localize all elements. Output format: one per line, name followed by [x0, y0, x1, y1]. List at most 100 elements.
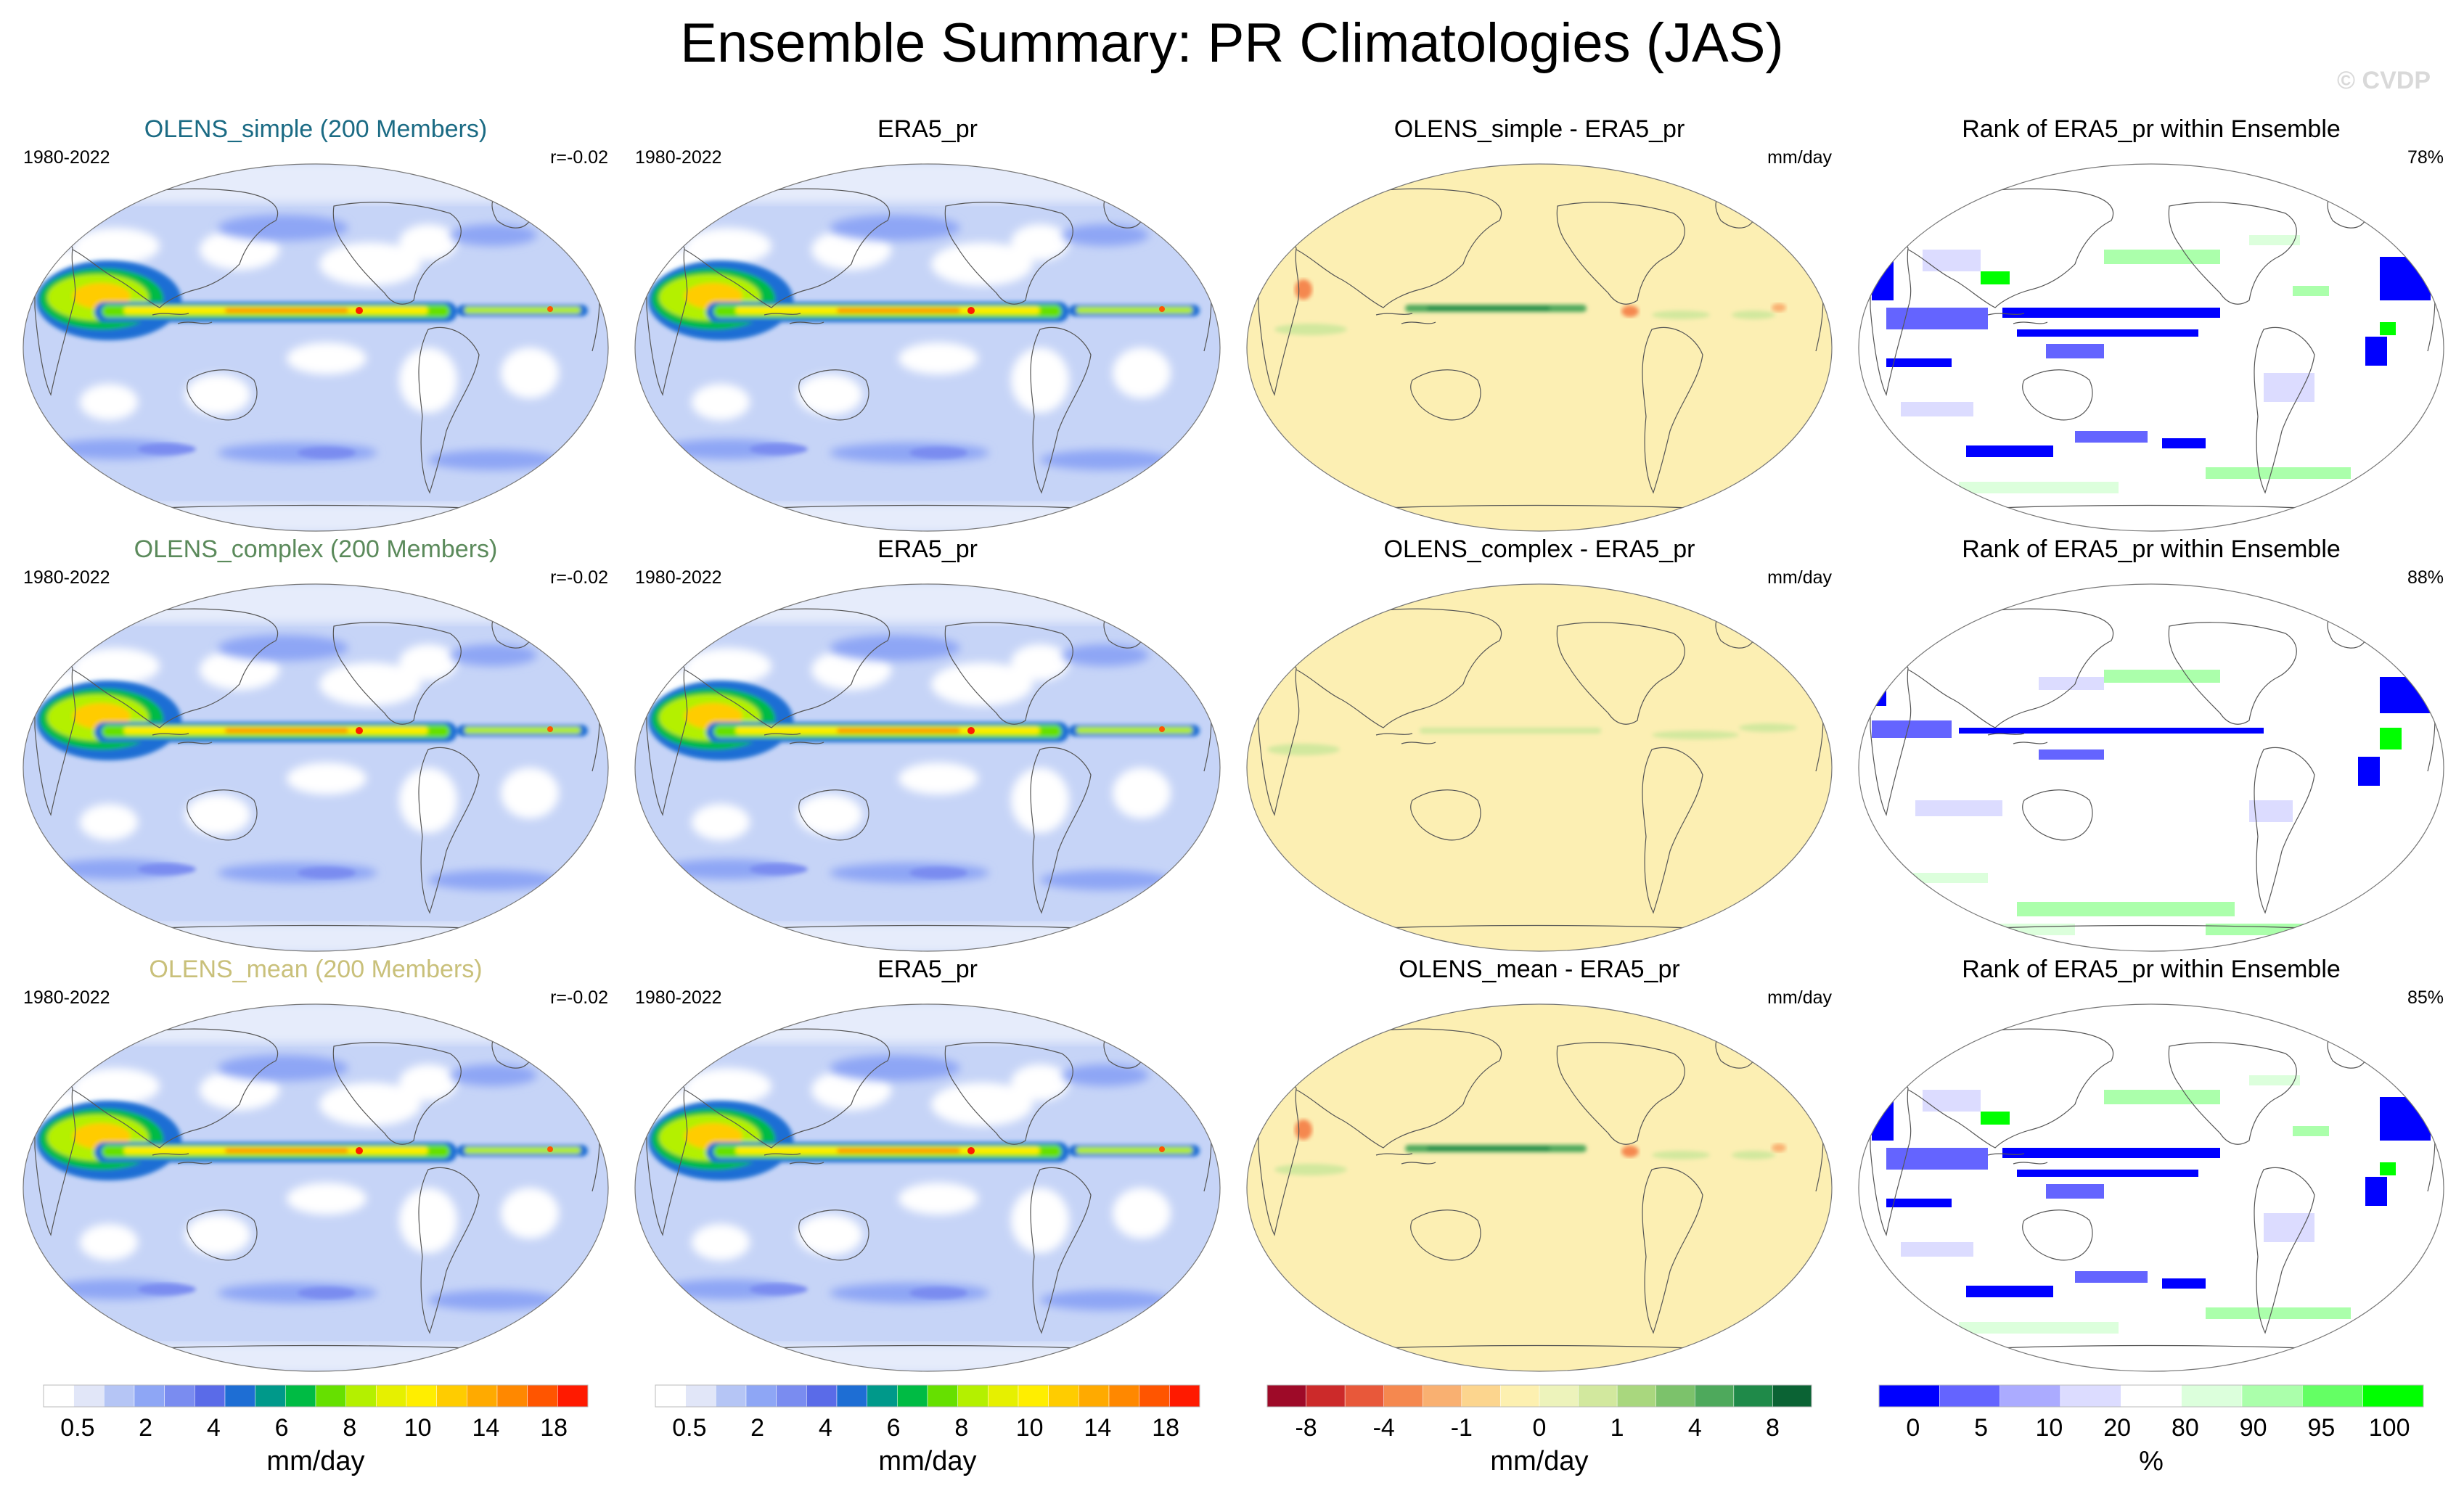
period-label: 1980-2022 — [635, 987, 722, 1008]
colorbar-swatch — [527, 1384, 558, 1408]
colorbar-swatch — [806, 1384, 838, 1408]
panel-title: OLENS_mean - ERA5_pr — [1399, 956, 1680, 983]
panel-title: OLENS_simple (200 Members) — [144, 115, 488, 143]
colorbar-swatch — [1018, 1384, 1049, 1408]
colorbar-swatch — [1266, 1384, 1306, 1408]
colorbar-swatch — [1461, 1384, 1501, 1408]
panel-title: ERA5_pr — [877, 535, 978, 563]
precip-climatology-map — [22, 163, 610, 533]
colorbar-swatch — [957, 1384, 989, 1408]
colorbar-swatch — [716, 1384, 747, 1408]
colorbar-swatches: 0.5 2 4 6 8 10 14 18 — [655, 1384, 1200, 1442]
panel-title: Rank of ERA5_pr within Ensemble — [1962, 956, 2341, 983]
period-label: 1980-2022 — [23, 987, 110, 1008]
colorbar-tick-label: -4 — [1373, 1414, 1395, 1442]
colorbar-tick-label: -1 — [1451, 1414, 1473, 1442]
colorbar-swatch — [1423, 1384, 1462, 1408]
colorbar-swatch — [1169, 1384, 1200, 1408]
period-label: 1980-2022 — [635, 567, 722, 588]
colorbar-swatch — [315, 1384, 346, 1408]
precip-colorbar: 0.5 2 4 6 8 10 14 18 mm/day — [652, 1382, 1211, 1491]
rank-percentage: 85% — [2407, 987, 2444, 1008]
colorbar-tick-label: 18 — [540, 1414, 568, 1442]
colorbar-swatch — [134, 1384, 165, 1408]
colorbar-swatch — [195, 1384, 226, 1408]
colorbar-swatch — [776, 1384, 807, 1408]
units-label: mm/day — [1767, 567, 1832, 588]
colorbar-units: mm/day — [1490, 1446, 1589, 1476]
colorbar-swatches: 0 5 10 20 80 90 95 100 — [1878, 1384, 2424, 1442]
colorbar-tick-label: 8 — [954, 1414, 968, 1442]
colorbar-tick-label: 2 — [139, 1414, 152, 1442]
panel-diff-row2: OLENS_complex - ERA5_pr mm/day — [1231, 535, 1848, 956]
colorbar-swatch — [1939, 1384, 2000, 1408]
colorbar-swatch — [2362, 1384, 2424, 1408]
panel-title: Rank of ERA5_pr within Ensemble — [1962, 115, 2341, 143]
colorbar-swatch — [1655, 1384, 1695, 1408]
colorbar-swatch — [1139, 1384, 1170, 1408]
rank-percentage: 78% — [2407, 147, 2444, 168]
colorbar-swatch — [2000, 1384, 2061, 1408]
colorbar-swatch — [436, 1384, 467, 1408]
colorbar-swatch — [836, 1384, 867, 1408]
panel-title: OLENS_complex - ERA5_pr — [1383, 535, 1695, 563]
rank-percentage: 88% — [2407, 567, 2444, 588]
panel-obs-row3: ERA5_pr 1980-2022 — [619, 955, 1236, 1376]
panel-title: Rank of ERA5_pr within Ensemble — [1962, 535, 2341, 563]
colorbar-tick-label: 0 — [1533, 1414, 1547, 1442]
panel-diff-row1: OLENS_simple - ERA5_pr mm/day — [1231, 115, 1848, 535]
colorbar-tick-label: 90 — [2240, 1414, 2267, 1442]
pattern-correlation: r=-0.02 — [550, 147, 608, 168]
period-label: 1980-2022 — [23, 567, 110, 588]
figure-title: Ensemble Summary: PR Climatologies (JAS) — [680, 12, 1784, 74]
precip-climatology-map — [634, 583, 1221, 953]
colorbar-swatch — [1539, 1384, 1579, 1408]
colorbar-swatch — [685, 1384, 716, 1408]
colorbar-units: % — [2139, 1446, 2164, 1476]
precip-climatology-map — [22, 583, 610, 953]
colorbar-swatch — [655, 1384, 686, 1408]
colorbar-units: mm/day — [266, 1446, 365, 1476]
colorbar-tick-label: 6 — [275, 1414, 289, 1442]
colorbar-swatches: 0.5 2 4 6 8 10 14 18 — [43, 1384, 589, 1442]
colorbar-swatch — [1500, 1384, 1540, 1408]
difference-colorbar: -8 -4 -1 0 1 4 8 mm/day — [1264, 1382, 1822, 1491]
colorbar-tick-label: 10 — [404, 1414, 432, 1442]
colorbar-frame — [1266, 1384, 1812, 1408]
colorbar-tick-label: 0.5 — [60, 1414, 94, 1442]
colorbar-swatch — [1108, 1384, 1139, 1408]
rank-colorbar: 0 5 10 20 80 90 95 100 % — [1875, 1382, 2434, 1491]
panel-model-row1: OLENS_simple (200 Members) 1980-2022 r=-… — [7, 115, 624, 535]
colorbar-swatch — [1383, 1384, 1423, 1408]
colorbar-tick-label: 2 — [750, 1414, 764, 1442]
colorbar-tick-label: 4 — [207, 1414, 221, 1442]
colorbar-swatch — [867, 1384, 898, 1408]
rank-map — [1857, 583, 2445, 953]
colorbar-swatch — [376, 1384, 407, 1408]
panel-title: OLENS_complex (200 Members) — [134, 535, 498, 563]
colorbar-tick-label: -8 — [1295, 1414, 1317, 1442]
colorbar-swatch — [897, 1384, 928, 1408]
colorbar-swatch — [73, 1384, 105, 1408]
colorbar-swatch — [104, 1384, 135, 1408]
colorbar-tick-label: 4 — [1688, 1414, 1702, 1442]
colorbar-units: mm/day — [878, 1446, 977, 1476]
panel-obs-row2: ERA5_pr 1980-2022 — [619, 535, 1236, 956]
colorbar-swatch — [345, 1384, 377, 1408]
units-label: mm/day — [1767, 987, 1832, 1008]
panel-title: OLENS_mean (200 Members) — [149, 956, 483, 983]
precip-climatology-map — [634, 163, 1221, 533]
panel-rank-row3: Rank of ERA5_pr within Ensemble 85% — [1843, 955, 2460, 1376]
colorbar-tick-label: 95 — [2307, 1414, 2335, 1442]
difference-map — [1245, 163, 1833, 533]
colorbar-tick-label: 80 — [2172, 1414, 2199, 1442]
difference-map — [1245, 1003, 1833, 1373]
colorbar-tick-label: 5 — [1974, 1414, 1988, 1442]
colorbar-swatch — [2121, 1384, 2182, 1408]
colorbar-swatch — [1048, 1384, 1079, 1408]
colorbar-tick-label: 10 — [1016, 1414, 1044, 1442]
colorbar-swatch — [1616, 1384, 1656, 1408]
colorbar-swatch — [927, 1384, 958, 1408]
precip-colorbar: 0.5 2 4 6 8 10 14 18 mm/day — [40, 1382, 599, 1491]
colorbar-swatch — [745, 1384, 777, 1408]
